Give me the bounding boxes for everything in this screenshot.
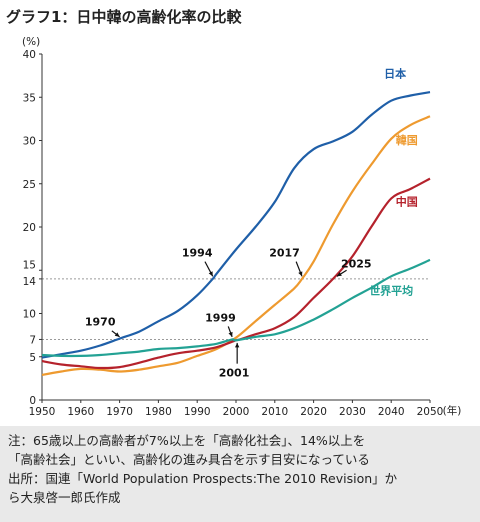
y-tick-label: 14 <box>23 276 37 288</box>
footnote-box: 注：65歳以上の高齢者が7%以上を「高齢化社会」、14%以上を 「高齢社会」とい… <box>0 426 480 522</box>
footnote-source-line-1: 出所：国連「World Population Prospects:The 201… <box>8 471 398 486</box>
y-tick-label: 25 <box>23 179 36 191</box>
x-tick-label: 1960 <box>67 406 94 418</box>
annotation-arrowhead-2025 <box>336 272 342 277</box>
x-tick-label: 2040 <box>378 406 405 418</box>
x-tick-label: 2000 <box>223 406 250 418</box>
y-tick-label: 0 <box>29 395 36 407</box>
legend-label-world: 世界平均 <box>369 283 413 297</box>
legend-label-china: 中国 <box>396 194 418 208</box>
y-tick-label: 20 <box>23 222 36 234</box>
y-tick-label: 15 <box>23 259 36 271</box>
footnote-line-2: 「高齢社会」といい、高齢化の進み具合を示す目安になっている <box>8 452 370 467</box>
annotation-1970: 1970 <box>85 316 116 329</box>
y-tick-label: 30 <box>23 136 36 148</box>
y-tick-label: 5 <box>29 352 36 364</box>
y-tick-label: 35 <box>23 92 36 104</box>
annotation-arrowhead-2001 <box>234 342 240 348</box>
annotation-arrowhead-1994 <box>208 271 213 277</box>
x-axis-unit-label: (年) <box>443 404 462 417</box>
annotation-2025: 2025 <box>341 258 372 271</box>
y-tick-label: 40 <box>23 49 36 61</box>
y-tick-label: 10 <box>23 309 36 321</box>
footnote-source-line-2: ら大泉啓一郎氏作成 <box>8 490 121 505</box>
chart-title: グラフ1：日中韓の高齢化率の比較 <box>6 8 242 26</box>
legend-label-japan: 日本 <box>384 66 406 80</box>
series-line-world <box>41 258 431 358</box>
annotation-1994: 1994 <box>182 246 213 259</box>
annotation-arrowhead-1970 <box>114 332 120 337</box>
x-tick-label: 1950 <box>29 406 56 418</box>
legend-label-korea: 韓国 <box>396 133 418 147</box>
x-tick-label: 1990 <box>184 406 211 418</box>
y-axis-unit-label: (%) <box>22 36 40 48</box>
series-line-korea <box>41 115 431 376</box>
y-tick-label: 7 <box>29 334 36 346</box>
annotation-2017: 2017 <box>269 246 300 259</box>
x-tick-label: 2010 <box>261 406 288 418</box>
annotation-1999: 1999 <box>205 311 236 324</box>
x-tick-label: 2020 <box>300 406 327 418</box>
x-tick-label: 1970 <box>106 406 133 418</box>
x-tick-label: 2050 <box>417 406 444 418</box>
series-line-japan <box>41 91 431 359</box>
x-tick-label: 1980 <box>145 406 172 418</box>
footnote-line-1: 注：65歳以上の高齢者が7%以上を「高齢化社会」、14%以上を <box>8 433 366 448</box>
annotation-2001: 2001 <box>219 367 250 380</box>
annotation-arrowhead-2017 <box>298 271 303 277</box>
x-tick-label: 2030 <box>339 406 366 418</box>
annotation-arrowhead-1999 <box>228 331 233 337</box>
